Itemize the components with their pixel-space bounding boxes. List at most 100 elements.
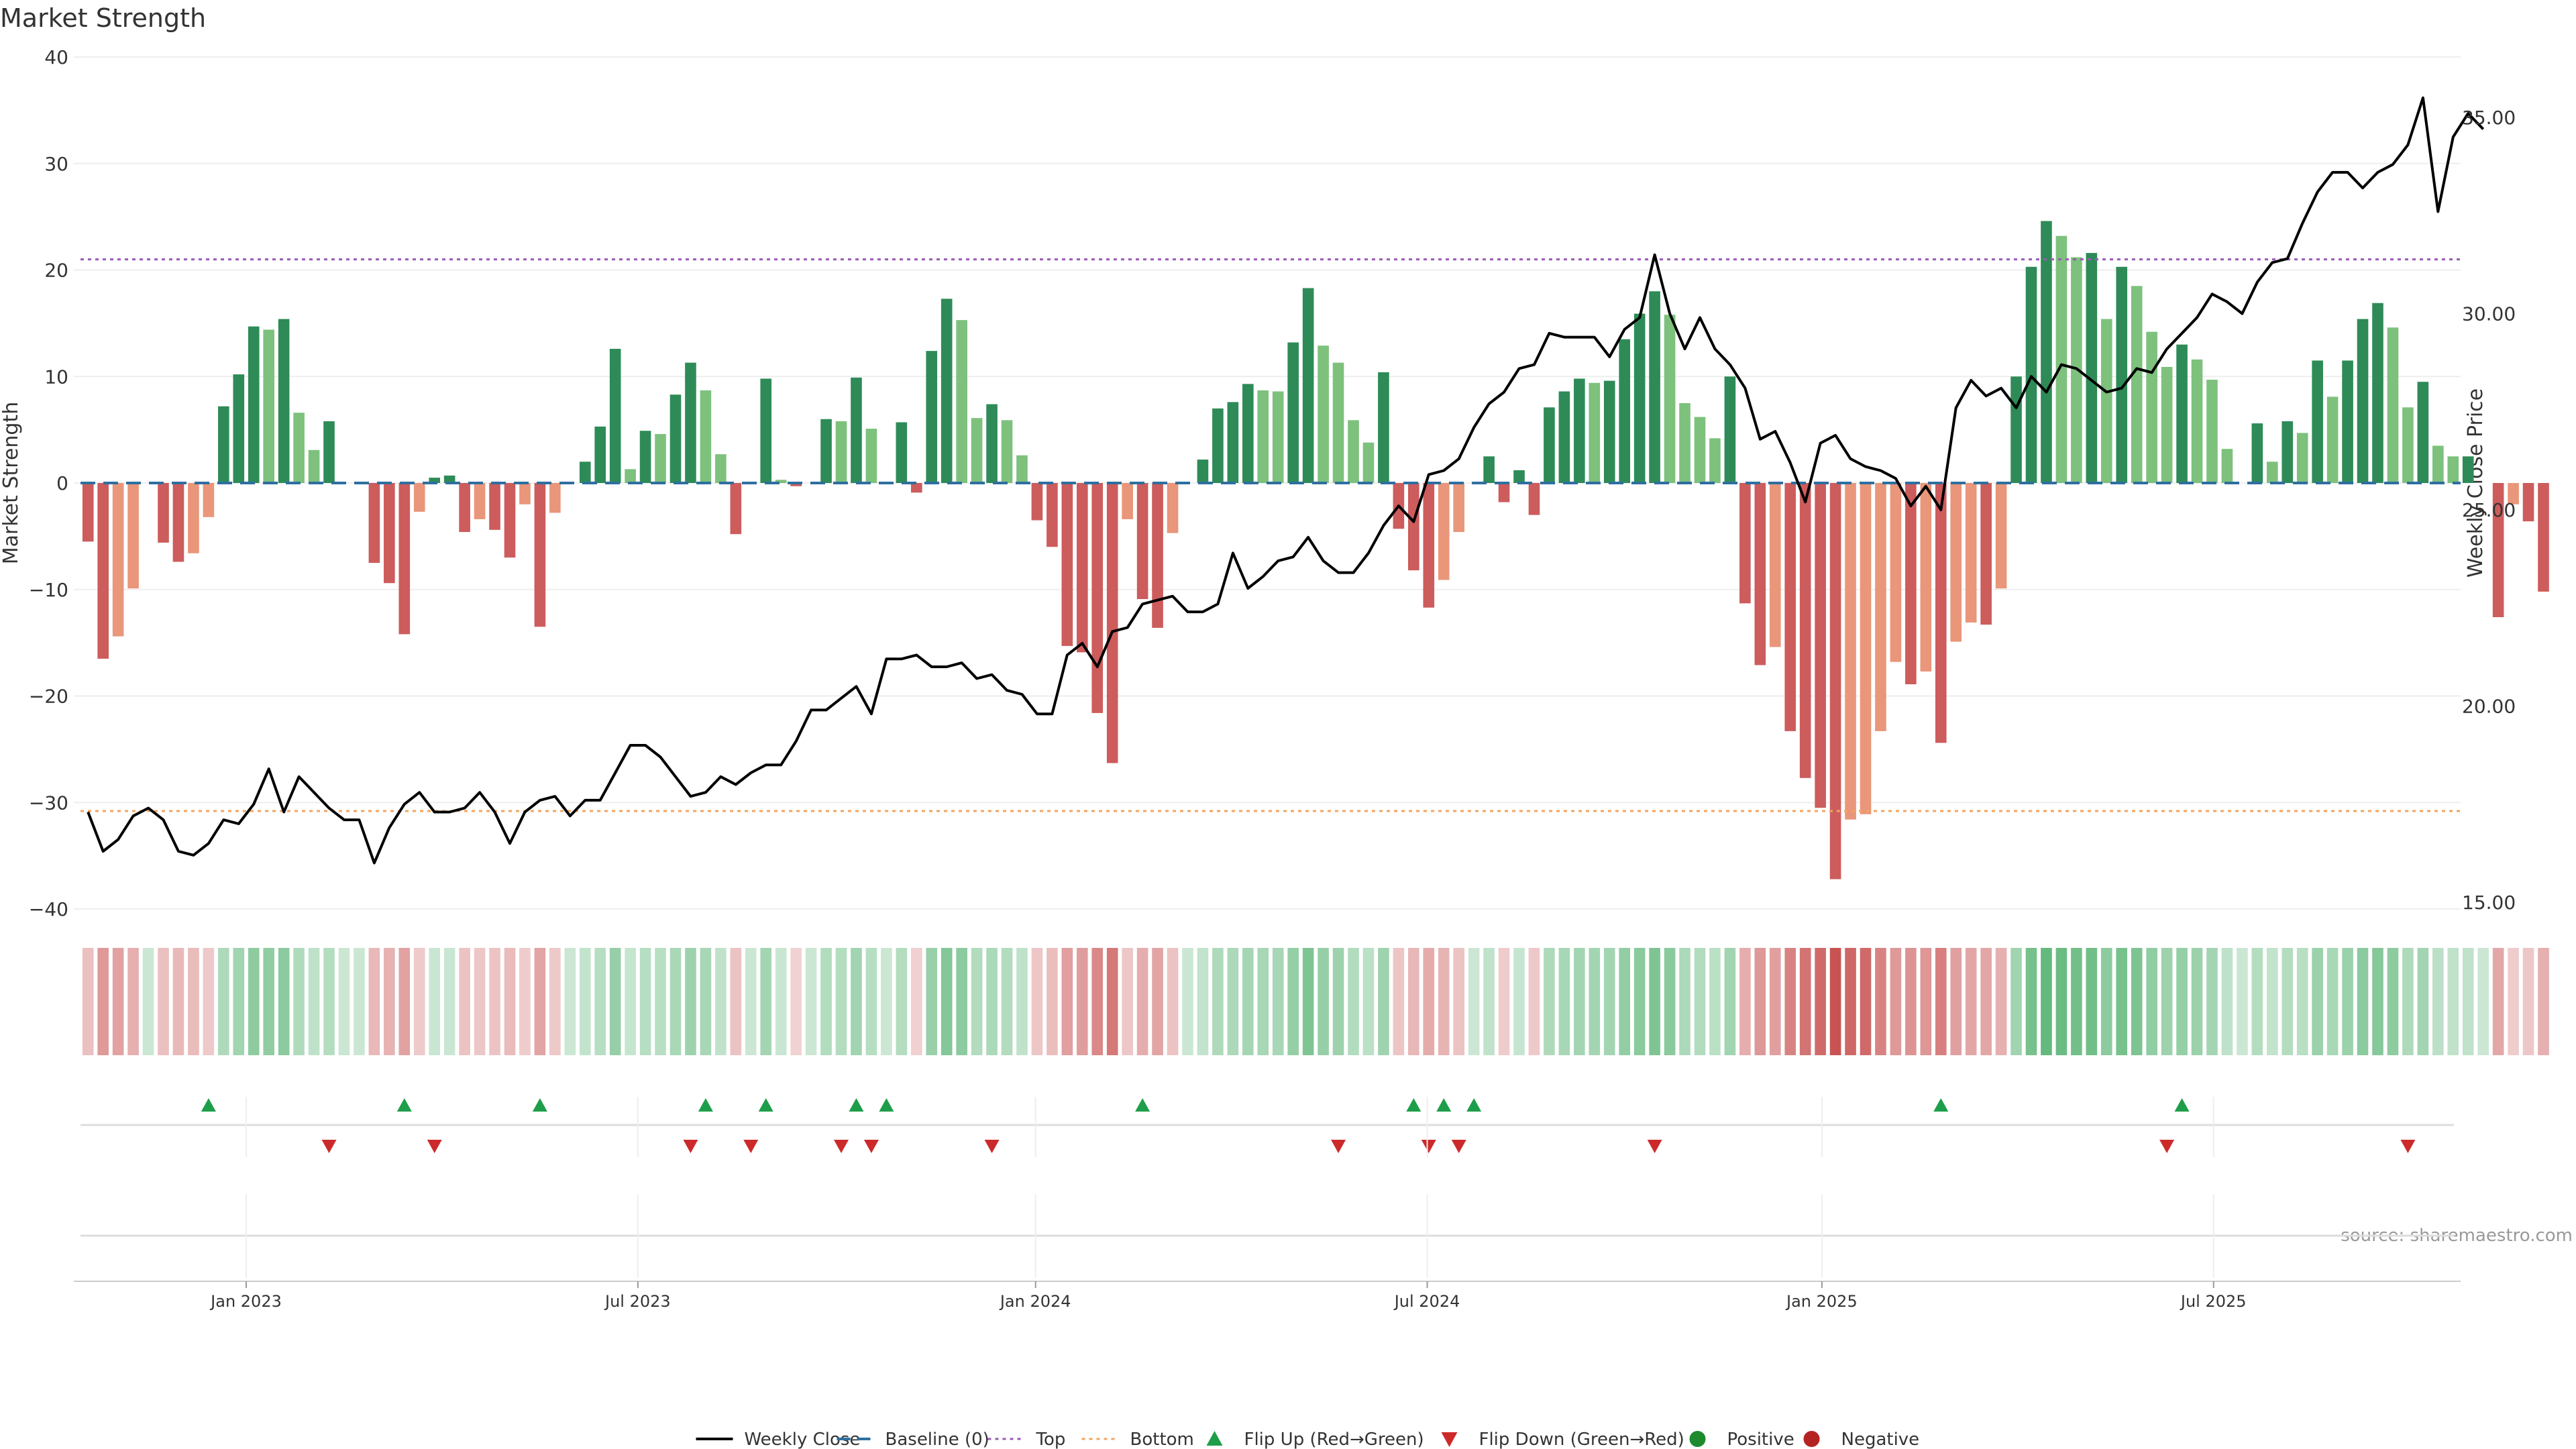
heatmap-cell [700, 948, 712, 1055]
heatmap-cell [1709, 948, 1721, 1055]
strength-bar [1287, 342, 1299, 483]
strength-bar [1875, 483, 1886, 731]
legend-swatch [1441, 1432, 1458, 1447]
strength-bar [1980, 483, 1992, 625]
strength-bar [97, 483, 109, 659]
strength-bar [1152, 483, 1163, 628]
strength-bar [2176, 344, 2188, 483]
strength-bar [1332, 362, 1344, 483]
flip-markers [80, 1098, 2454, 1237]
strength-bar [2372, 303, 2383, 483]
heatmap-cell [1182, 948, 1193, 1055]
strength-bar [1378, 372, 1389, 483]
heatmap-cell [1815, 948, 1826, 1055]
heatmap-cell [910, 948, 922, 1055]
heatmap-cell [1483, 948, 1495, 1055]
heatmap-cell [1935, 948, 1947, 1055]
flip-down-marker [2159, 1140, 2175, 1153]
heatmap-cell [2402, 948, 2414, 1055]
strength-bar [1649, 291, 1660, 483]
flip-up-marker [396, 1098, 412, 1112]
heatmap-cell [1016, 948, 1028, 1055]
heatmap-cell [1348, 948, 1359, 1055]
strength-bar [941, 299, 953, 483]
strength-bar [685, 362, 696, 483]
strength-bar [2326, 396, 2339, 483]
strength-bar [1619, 339, 1631, 483]
heatmap-cell [459, 948, 470, 1055]
legend-label: Negative [1841, 1430, 1920, 1449]
flip-up-marker [1466, 1098, 1482, 1112]
heatmap-cell [534, 948, 546, 1055]
strength-bar [2508, 483, 2519, 504]
strength-bar [715, 454, 727, 483]
heatmap-cell [1197, 948, 1209, 1055]
strength-bar [443, 475, 455, 483]
strength-bar [2492, 483, 2504, 618]
heatmap-cell [1152, 948, 1163, 1055]
heatmap-cell [655, 948, 666, 1055]
x-tick-label: Jul 2025 [2180, 1292, 2247, 1311]
strength-bar [172, 483, 184, 562]
strength-bar [2086, 253, 2098, 483]
strength-bar [1709, 438, 1721, 483]
y2-tick-label: 15.00 [2462, 892, 2516, 914]
strength-bar [1076, 483, 1088, 653]
strength-bar [2191, 359, 2203, 483]
strength-bar [1453, 483, 1465, 533]
strength-bar [625, 469, 636, 483]
heatmap-cell [1860, 948, 1872, 1055]
strength-bar [2041, 221, 2052, 483]
chart-title: Market Strength [0, 3, 206, 33]
flip-down-marker [1451, 1140, 1466, 1153]
strength-bar [489, 483, 500, 530]
heatmap-cell [1167, 948, 1179, 1055]
strength-bar [1950, 483, 1962, 642]
strength-bar [1197, 460, 1209, 483]
strength-bar [865, 429, 877, 483]
x-axis: Jan 2023 Jul 2023 Jan 2024 Jul 2024 Jan 2025… [74, 1097, 2461, 1311]
axis-ticks: 40 30 20 10 0 −10 −20 −30 −40 15.00 20.00 25.00 30.0… [29, 46, 2516, 920]
strength-bar [971, 418, 983, 483]
flip-down-marker [321, 1140, 337, 1153]
heatmap-cell [2342, 948, 2353, 1055]
strength-bar [2447, 456, 2459, 483]
strength-bar [519, 483, 531, 504]
strength-bar [82, 483, 94, 542]
strength-bar [2296, 433, 2308, 483]
heatmap-cell [263, 948, 275, 1055]
strength-bar [1558, 391, 1570, 483]
heatmap-cell [2055, 948, 2068, 1055]
strength-bar [1845, 483, 1856, 820]
flip-down-marker [683, 1140, 698, 1153]
strength-bar [429, 478, 441, 483]
strength-bar [956, 320, 967, 483]
heatmap-cell [1378, 948, 1389, 1055]
heatmap-cell [609, 948, 621, 1055]
flip-down-marker [1647, 1140, 1662, 1153]
strength-bar [1122, 483, 1133, 519]
heatmap-cell [278, 948, 290, 1055]
flip-up-marker [1933, 1098, 1949, 1112]
heatmap-cell [896, 948, 908, 1055]
heatmap-cell [1649, 948, 1660, 1055]
strength-bar [413, 483, 425, 512]
flip-up-marker [698, 1098, 713, 1112]
strength-bar [609, 348, 621, 483]
heatmap-cell [1513, 948, 1525, 1055]
strength-bar [293, 413, 305, 483]
strength-bar [2221, 449, 2233, 483]
strength-bar [2131, 286, 2143, 483]
strength-bar [549, 483, 561, 513]
strength-bar [1167, 483, 1179, 533]
strength-bar [1799, 483, 1811, 778]
strength-bar [910, 483, 922, 493]
heatmap-cell [549, 948, 561, 1055]
strength-bar [2100, 319, 2112, 483]
heatmap-cell [2176, 948, 2188, 1055]
strength-bar [986, 404, 998, 483]
heatmap-cell [1031, 948, 1043, 1055]
strength-bar [158, 483, 169, 543]
heatmap-cell [715, 948, 727, 1055]
strength-bar [2387, 327, 2399, 483]
